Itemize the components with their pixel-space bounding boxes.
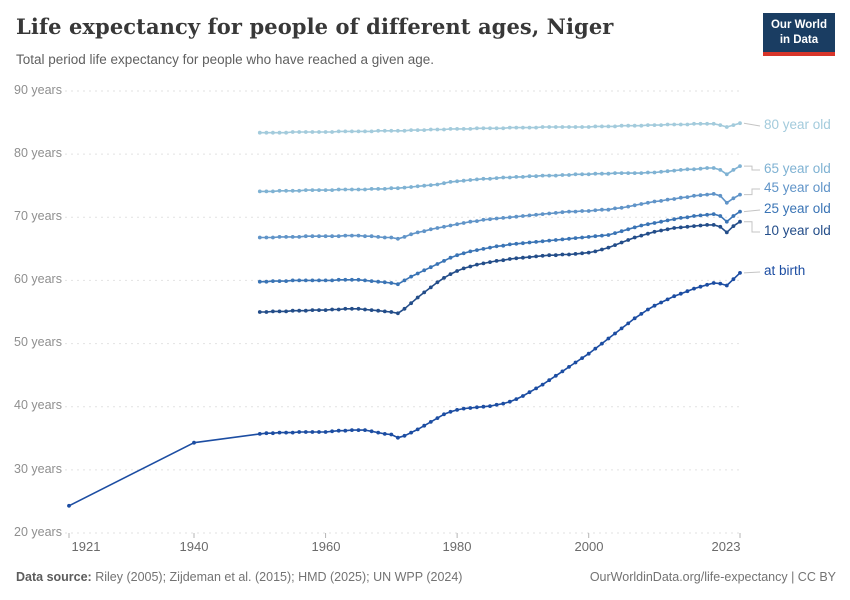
data-source-text: Riley (2005); Zijdeman et al. (2015); HM… — [91, 570, 463, 584]
y-axis-tick-label: 20 years — [14, 525, 62, 539]
series-label-65-year-old: 65 year old — [764, 161, 831, 176]
series-label-10-year-old: 10 year old — [764, 223, 831, 238]
y-axis-tick-label: 60 years — [14, 272, 62, 286]
y-axis-tick-label: 70 years — [14, 209, 62, 223]
page-subtitle: Total period life expectancy for people … — [16, 52, 435, 67]
page-title: Life expectancy for people of different … — [16, 14, 614, 39]
data-source-note: Data source: Riley (2005); Zijdeman et a… — [16, 570, 462, 584]
x-axis-tick-label: 1940 — [179, 539, 209, 554]
x-axis-tick-label: 2000 — [574, 539, 604, 554]
y-axis-tick-label: 90 years — [14, 83, 62, 97]
x-axis-tick-label: 1980 — [442, 539, 472, 554]
owid-logo[interactable]: Our World in Data — [762, 13, 835, 56]
data-source-label: Data source: — [16, 570, 92, 584]
y-axis-tick-label: 30 years — [14, 462, 62, 476]
y-axis-tick-label: 40 years — [14, 398, 62, 412]
x-axis-tick-label: 1921 — [71, 539, 101, 554]
series-label-45-year-old: 45 year old — [764, 180, 831, 195]
series-label-25-year-old: 25 year old — [764, 201, 831, 216]
owid-logo-line1: Our World — [770, 19, 827, 31]
y-axis-tick-label: 50 years — [14, 335, 62, 349]
x-axis-tick-label: 2023 — [711, 539, 741, 554]
x-axis-tick-label: 1960 — [311, 539, 341, 554]
series-label-at-birth: at birth — [764, 263, 806, 278]
series-label-80-year-old: 80 year old — [764, 117, 831, 132]
y-axis-tick-label: 80 years — [14, 146, 62, 160]
owid-license-link[interactable]: OurWorldinData.org/life-expectancy | CC … — [589, 570, 836, 584]
owid-logo-line2: in Data — [779, 33, 819, 46]
